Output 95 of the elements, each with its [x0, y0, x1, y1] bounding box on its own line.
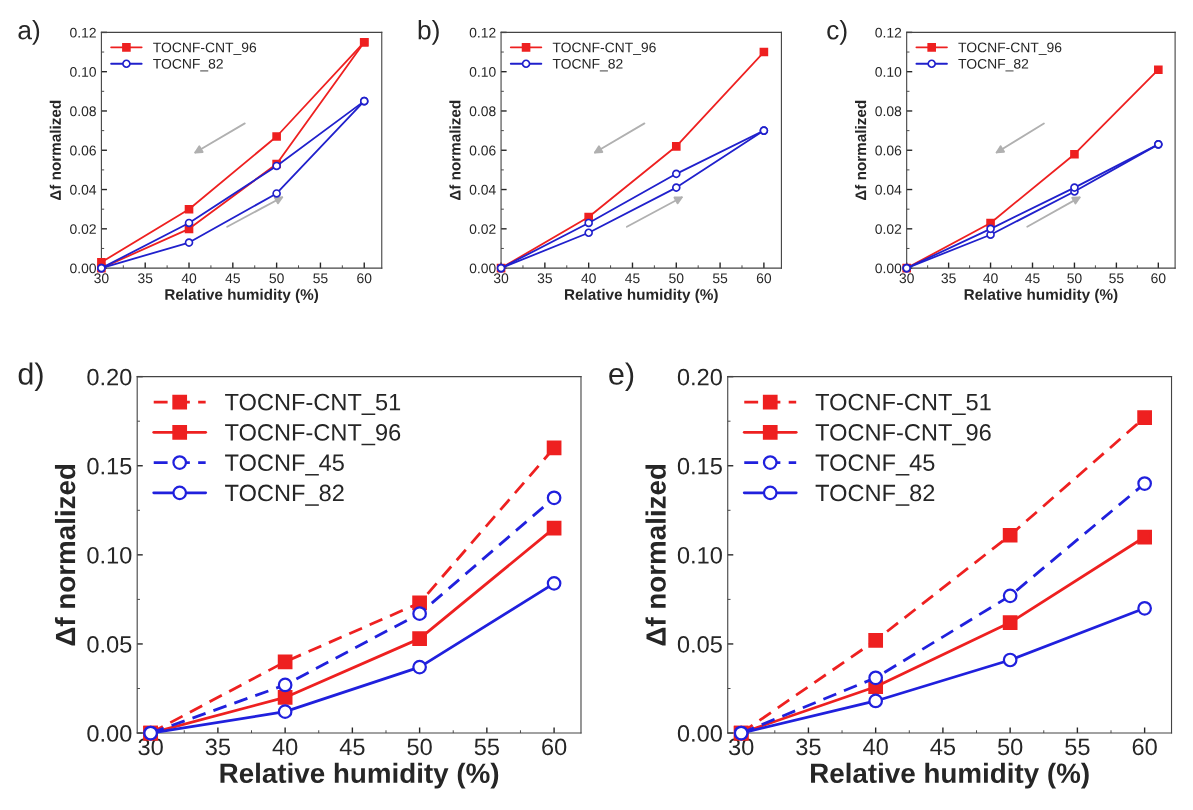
y-axis-title: Δf normalized [449, 100, 461, 201]
y-tick-label: 0.08 [469, 106, 496, 117]
y-tick-label: 0.04 [70, 184, 97, 195]
x-tick-label: 35 [138, 273, 153, 284]
x-tick-label: 45 [225, 273, 240, 284]
chart-title: d) [18, 362, 43, 391]
y-tick-label: 0.06 [70, 145, 96, 156]
legend-label: TOCNF-CNT_51 [815, 393, 991, 415]
x-tick-label: 35 [537, 273, 553, 284]
y-tick-label: 0.04 [875, 184, 902, 195]
x-tick-label: 40 [863, 738, 888, 756]
legend-label: TOCNF_45 [225, 454, 344, 476]
x-axis-title: Relative humidity (%) [165, 288, 319, 303]
x-tick-label: 30 [94, 273, 109, 284]
chart-title: c) [827, 20, 847, 45]
x-tick-label: 60 [1151, 273, 1166, 284]
x-tick-label: 55 [712, 273, 728, 284]
y-tick-label: 0.08 [70, 106, 96, 117]
y-tick-label: 0.10 [677, 546, 722, 564]
x-tick-label: 50 [407, 738, 432, 756]
y-tick-label: 0.12 [469, 27, 496, 38]
legend-label: TOCNF_82 [552, 58, 623, 72]
x-tick-label: 50 [1067, 273, 1082, 284]
x-axis-title: Relative humidity (%) [811, 762, 1089, 789]
y-axis-title: Δf normalized [54, 464, 76, 646]
y-tick-label: 0.05 [677, 636, 722, 653]
y-tick-label: 0.10 [87, 546, 132, 564]
x-tick-label: 50 [269, 273, 284, 284]
x-tick-label: 30 [899, 273, 914, 284]
x-tick-label: 60 [756, 273, 772, 284]
legend-label: TOCNF_82 [815, 484, 935, 506]
y-tick-label: 0.10 [469, 67, 496, 77]
legend-label: TOCNF-CNT_96 [153, 42, 257, 55]
x-tick-label: 55 [313, 273, 328, 284]
x-tick-label: 45 [339, 738, 365, 756]
x-tick-label: 50 [997, 738, 1023, 756]
x-tick-label: 60 [542, 738, 567, 756]
chart-title: e) [609, 362, 634, 391]
y-tick-label: 0.06 [469, 145, 496, 156]
y-tick-label: 0.08 [875, 106, 902, 117]
y-tick-label: 0.02 [70, 224, 96, 234]
y-axis-title: Δf normalized [854, 100, 867, 201]
x-tick-label: 40 [581, 273, 596, 284]
legend-label: TOCNF_82 [225, 484, 344, 506]
x-tick-label: 30 [493, 273, 509, 284]
x-tick-label: 30 [138, 738, 163, 756]
y-tick-label: 0.00 [677, 725, 722, 742]
y-tick-label: 0.00 [875, 263, 902, 274]
x-axis-title: Relative humidity (%) [220, 762, 499, 789]
y-axis-title: Δf normalized [49, 100, 61, 201]
x-tick-label: 55 [1065, 738, 1090, 756]
x-tick-label: 40 [983, 273, 998, 284]
y-tick-label: 0.00 [70, 263, 96, 274]
x-tick-label: 35 [941, 273, 956, 284]
x-tick-label: 60 [1132, 738, 1157, 756]
y-tick-label: 0.20 [87, 368, 132, 386]
y-tick-label: 0.15 [677, 457, 722, 475]
y-tick-label: 0.02 [875, 224, 902, 234]
y-tick-label: 0.06 [875, 145, 902, 156]
x-tick-label: 45 [1025, 273, 1040, 284]
chart-title: b) [418, 20, 439, 45]
y-tick-label: 0.15 [87, 457, 132, 475]
y-tick-label: 0.12 [875, 27, 902, 38]
y-axis-title: Δf normalized [645, 464, 666, 646]
legend-label: TOCNF_82 [153, 58, 223, 72]
y-tick-label: 0.00 [469, 263, 496, 274]
legend-label: TOCNF-CNT_96 [815, 424, 991, 446]
x-tick-label: 30 [728, 738, 754, 756]
legend-label: TOCNF-CNT_51 [225, 393, 401, 415]
x-tick-label: 40 [181, 273, 197, 284]
chart-title: a) [18, 20, 40, 45]
x-axis-title: Relative humidity (%) [565, 288, 718, 303]
y-tick-label: 0.02 [469, 224, 496, 234]
y-tick-label: 0.00 [87, 725, 132, 742]
x-tick-label: 55 [1109, 273, 1124, 284]
legend-label: TOCNF-CNT_96 [225, 424, 401, 446]
x-tick-label: 60 [357, 273, 372, 284]
y-tick-label: 0.10 [70, 67, 96, 77]
y-tick-label: 0.10 [875, 67, 902, 77]
x-tick-label: 45 [930, 738, 956, 756]
y-tick-label: 0.05 [87, 636, 132, 653]
x-tick-label: 45 [625, 273, 640, 284]
y-tick-label: 0.04 [469, 184, 496, 195]
y-tick-label: 0.20 [677, 368, 722, 386]
x-tick-label: 40 [272, 738, 298, 756]
legend-label: TOCNF-CNT_96 [552, 42, 656, 55]
x-tick-label: 35 [205, 738, 231, 756]
x-axis-title: Relative humidity (%) [964, 288, 1118, 303]
y-tick-label: 0.12 [70, 27, 96, 38]
legend-label: TOCNF_82 [958, 58, 1029, 72]
x-tick-label: 50 [669, 273, 684, 284]
legend-label: TOCNF_45 [815, 454, 935, 476]
x-tick-label: 55 [474, 738, 499, 756]
legend-label: TOCNF-CNT_96 [958, 42, 1062, 55]
x-tick-label: 35 [796, 738, 821, 756]
